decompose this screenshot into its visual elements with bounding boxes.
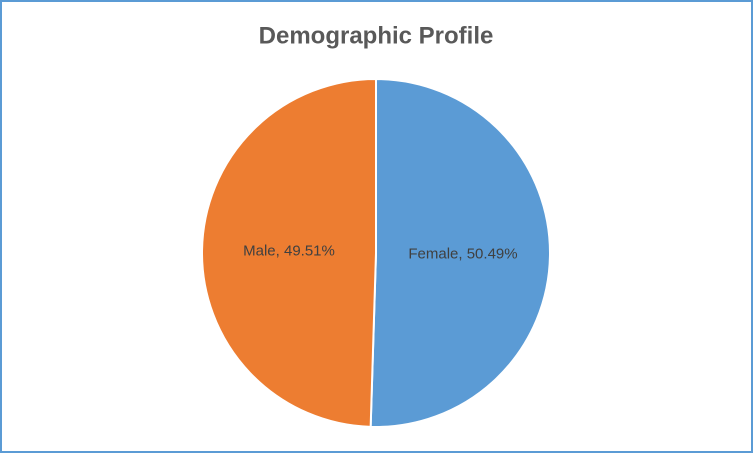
data-label: Male, 49.51% xyxy=(243,243,335,260)
chart-title: Demographic Profile xyxy=(259,22,494,49)
data-label: Female, 50.49% xyxy=(408,245,517,262)
pie-slice xyxy=(369,77,551,428)
pie-slice xyxy=(201,77,377,428)
